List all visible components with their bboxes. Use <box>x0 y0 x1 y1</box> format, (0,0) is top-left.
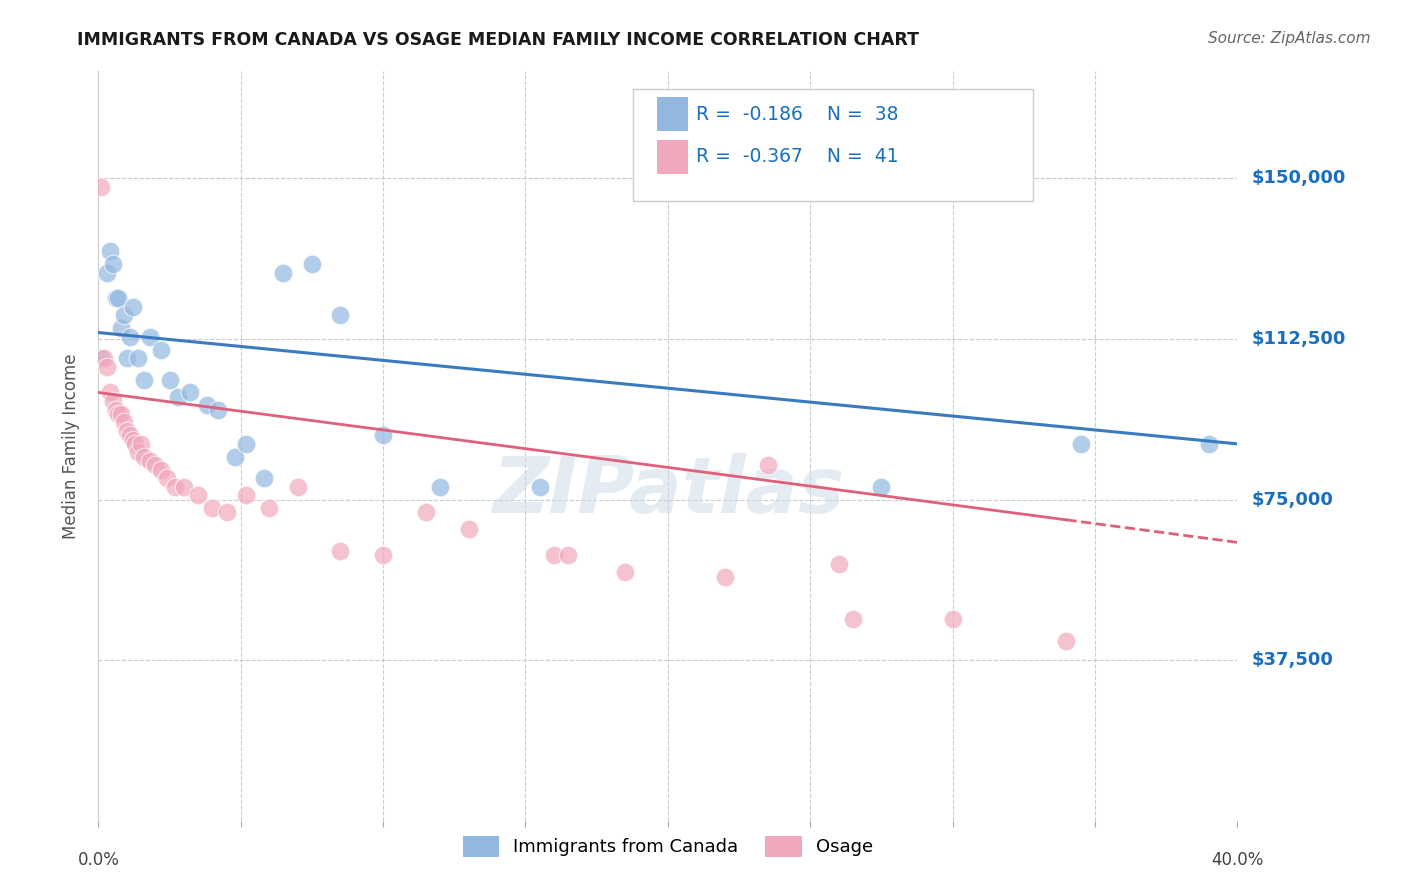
Text: ZIPatlas: ZIPatlas <box>492 453 844 529</box>
Point <box>138 454 160 468</box>
Point <box>107 407 129 421</box>
Point <box>115 424 138 438</box>
Point <box>828 557 851 571</box>
Point <box>301 257 323 271</box>
Point <box>110 321 132 335</box>
Point <box>373 428 395 442</box>
Text: $37,500: $37,500 <box>1251 651 1333 669</box>
Point <box>112 309 135 323</box>
Point <box>224 450 246 464</box>
Text: Source: ZipAtlas.com: Source: ZipAtlas.com <box>1208 31 1371 46</box>
Point <box>756 458 779 473</box>
Point <box>132 373 155 387</box>
Point <box>165 480 187 494</box>
Point <box>118 428 141 442</box>
Point <box>138 330 160 344</box>
Point <box>195 398 218 412</box>
Point <box>93 351 115 366</box>
Point <box>90 180 112 194</box>
Text: R =  -0.186    N =  38: R = -0.186 N = 38 <box>696 104 898 124</box>
Point <box>870 480 893 494</box>
Point <box>107 291 129 305</box>
Point <box>1198 437 1220 451</box>
Point <box>1056 633 1078 648</box>
Text: IMMIGRANTS FROM CANADA VS OSAGE MEDIAN FAMILY INCOME CORRELATION CHART: IMMIGRANTS FROM CANADA VS OSAGE MEDIAN F… <box>77 31 920 49</box>
Point <box>90 351 112 366</box>
Y-axis label: Median Family Income: Median Family Income <box>62 353 80 539</box>
Point <box>529 480 551 494</box>
Point <box>150 462 173 476</box>
Point <box>129 437 152 451</box>
Point <box>252 471 274 485</box>
Point <box>329 544 352 558</box>
Legend: Immigrants from Canada, Osage: Immigrants from Canada, Osage <box>456 829 880 864</box>
Point <box>110 407 132 421</box>
Point <box>121 433 143 447</box>
Point <box>127 445 149 459</box>
Point <box>150 343 173 357</box>
Point <box>101 394 124 409</box>
Point <box>115 351 138 366</box>
Point <box>457 523 479 537</box>
Point <box>235 437 257 451</box>
Point <box>1070 437 1092 451</box>
Text: $75,000: $75,000 <box>1251 491 1333 508</box>
Point <box>207 402 229 417</box>
Text: $150,000: $150,000 <box>1251 169 1346 187</box>
Point <box>167 390 190 404</box>
Point <box>127 351 149 366</box>
Point <box>118 330 141 344</box>
Text: $112,500: $112,500 <box>1251 330 1346 348</box>
Point <box>842 612 865 626</box>
Point <box>96 359 118 374</box>
Point <box>557 548 579 562</box>
Point <box>159 373 181 387</box>
Point <box>112 416 135 430</box>
Text: R =  -0.367    N =  41: R = -0.367 N = 41 <box>696 147 898 167</box>
Point <box>145 458 167 473</box>
Point <box>121 300 143 314</box>
Point <box>415 505 437 519</box>
Point <box>173 480 195 494</box>
Point <box>373 548 395 562</box>
Text: 40.0%: 40.0% <box>1211 851 1264 869</box>
Point <box>259 501 281 516</box>
Point <box>614 566 637 580</box>
Point <box>187 488 209 502</box>
Point <box>429 480 451 494</box>
Point <box>543 548 565 562</box>
Point <box>215 505 238 519</box>
Text: 0.0%: 0.0% <box>77 851 120 869</box>
Point <box>104 402 127 417</box>
Point <box>98 244 121 259</box>
Point <box>287 480 309 494</box>
Point <box>96 266 118 280</box>
Point <box>101 257 124 271</box>
Point <box>714 171 737 186</box>
Point <box>124 437 146 451</box>
Point <box>132 450 155 464</box>
Point <box>104 291 127 305</box>
Point <box>329 309 352 323</box>
Point <box>98 385 121 400</box>
Point <box>714 569 737 583</box>
Point <box>156 471 179 485</box>
Point <box>273 266 295 280</box>
Point <box>201 501 224 516</box>
Point <box>942 612 965 626</box>
Point <box>179 385 201 400</box>
Point <box>235 488 257 502</box>
